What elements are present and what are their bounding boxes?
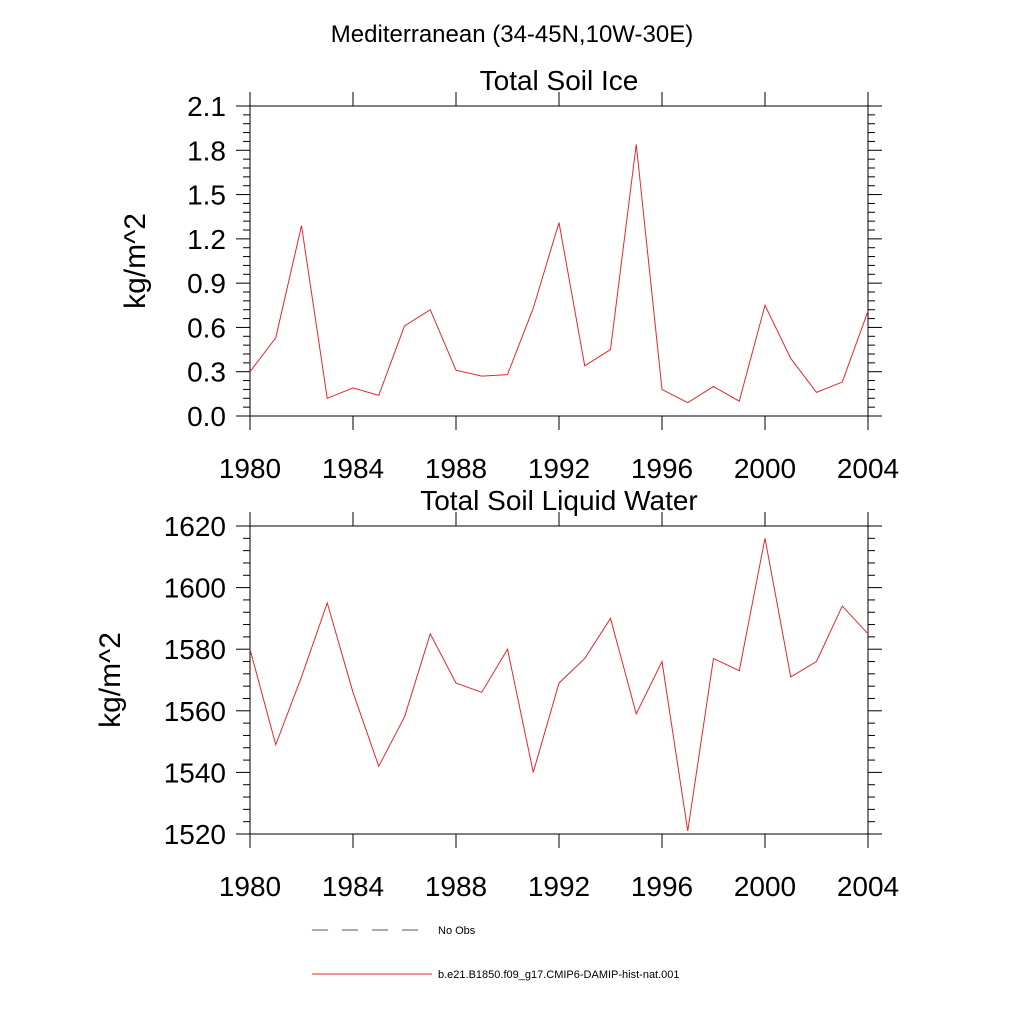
soil-liquid-water-xtick-label: 1984	[322, 871, 384, 902]
soil-liquid-water-ytick-label: 1580	[164, 634, 226, 665]
soil-ice-xtick-label: 1984	[322, 453, 384, 484]
soil-liquid-water-ytick-label: 1540	[164, 757, 226, 788]
soil-ice-xtick-label: 2000	[734, 453, 796, 484]
soil-liquid-water-title: Total Soil Liquid Water	[420, 485, 698, 516]
soil-ice-panel: Total Soil Ice kg/m^2 0.0 0.3 0.6 0.9 1.2 1.5 1.…	[119, 65, 899, 484]
soil-liquid-water-xtick-label: 1996	[631, 871, 693, 902]
soil-liquid-water-xtick-label: 1988	[425, 871, 487, 902]
soil-ice-ytick-label: 1.5	[187, 180, 226, 211]
soil-ice-title: Total Soil Ice	[480, 65, 639, 96]
soil-liquid-water-xtick-label: 1980	[219, 871, 281, 902]
soil-ice-ytick-label: 1.2	[187, 224, 226, 255]
soil-liquid-water-ytick-label: 1620	[164, 511, 226, 542]
soil-ice-ytick-label: 0.6	[187, 312, 226, 343]
soil-liquid-water-xtick-label: 1992	[528, 871, 590, 902]
soil-ice-plot-frame	[249, 105, 869, 417]
soil-liquid-water-series-line	[249, 538, 869, 831]
soil-ice-ytick-label: 0.3	[187, 357, 226, 388]
soil-liquid-water-xtick-label: 2004	[837, 871, 899, 902]
legend-model-label: b.e21.B1850.f09_g17.CMIP6-DAMIP-hist-nat…	[438, 969, 680, 981]
soil-ice-xtick-label: 1992	[528, 453, 590, 484]
soil-ice-ytick-label: 2.1	[187, 91, 226, 122]
soil-ice-ytick-label: 0.0	[187, 401, 226, 432]
soil-ice-ytick-label: 0.9	[187, 268, 226, 299]
soil-liquid-water-panel: Total Soil Liquid Water kg/m^2 1520 1540 156…	[94, 485, 899, 902]
soil-liquid-water-ytick-label: 1600	[164, 573, 226, 604]
legend-no-obs-label: No Obs	[438, 925, 476, 937]
figure-title: Mediterranean (34-45N,10W-30E)	[331, 21, 693, 48]
soil-ice-xtick-label: 1980	[219, 453, 281, 484]
soil-liquid-water-plot-frame	[249, 525, 869, 835]
soil-ice-series-line	[249, 144, 869, 404]
legend: No Obs b.e21.B1850.f09_g17.CMIP6-DAMIP-h…	[312, 925, 680, 981]
soil-ice-xtick-label: 1996	[631, 453, 693, 484]
soil-ice-ytick-label: 1.8	[187, 135, 226, 166]
soil-ice-xtick-label: 2004	[837, 453, 899, 484]
soil-liquid-water-ytick-label: 1520	[164, 819, 226, 850]
soil-liquid-water-ytick-label: 1560	[164, 696, 226, 727]
soil-ice-ylabel: kg/m^2	[119, 213, 152, 309]
soil-liquid-water-ylabel: kg/m^2	[94, 632, 127, 728]
soil-ice-xtick-label: 1988	[425, 453, 487, 484]
soil-liquid-water-xtick-label: 2000	[734, 871, 796, 902]
